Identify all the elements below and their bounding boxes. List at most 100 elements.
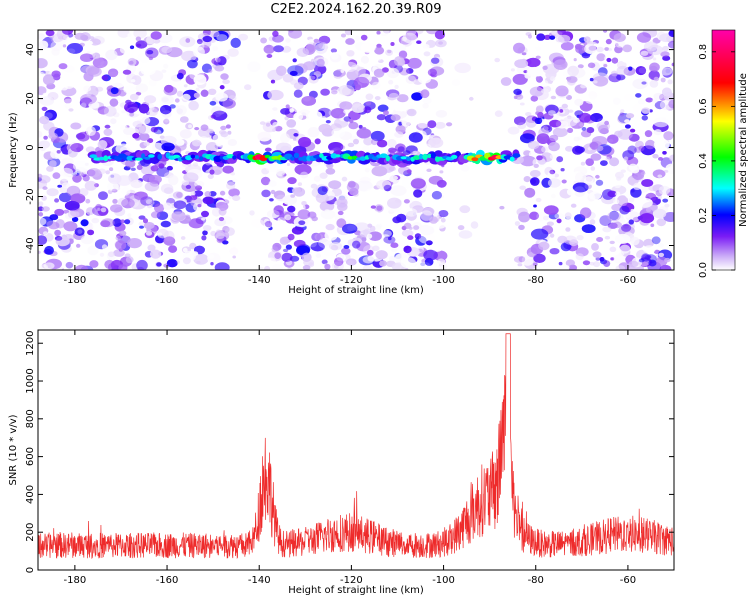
colorbar: 0.0 0.2 0.4 0.6 0.8 Normalized spectral ampl…	[698, 29, 749, 278]
spectrogram-cell	[38, 33, 46, 40]
spectrogram-cell	[637, 60, 643, 65]
x-tick-label: -60	[620, 275, 636, 286]
spectrogram-cell	[529, 211, 540, 220]
spectrogram-cell	[139, 225, 144, 229]
spectrogram-cell	[181, 50, 197, 62]
spectrogram-cell	[513, 95, 518, 100]
spectrogram-cell	[599, 257, 605, 262]
spectrogram-cell	[66, 43, 83, 54]
spectrogram-cell	[626, 156, 639, 166]
spectrogram-cell	[120, 219, 125, 224]
spectrogram-cell	[293, 137, 297, 141]
spectrogram-cell	[38, 177, 42, 182]
spectrogram-cell	[119, 230, 127, 236]
spectrogram-cell	[574, 43, 582, 50]
spectrogram-cell	[176, 90, 183, 97]
spectrogram-cell	[215, 199, 227, 210]
signal-band-core	[141, 153, 146, 160]
spectrogram-cell	[596, 237, 604, 242]
spectrogram-cell	[427, 120, 437, 129]
spectrogram-cell	[607, 134, 619, 144]
spectrogram-cell	[195, 87, 200, 92]
spectrogram-cell	[219, 130, 227, 135]
spectrogram-cell	[652, 57, 657, 61]
spectrogram-cell	[273, 190, 285, 200]
spectrogram-cell	[43, 262, 55, 270]
spectrogram-cell	[189, 242, 197, 250]
spectrogram-cell	[293, 112, 304, 121]
spectrogram-cell	[513, 88, 522, 95]
spectrogram-cell	[272, 122, 280, 127]
spectrogram-cell	[619, 217, 626, 224]
spectrogram-cell	[110, 204, 123, 213]
spectrogram-cell	[387, 49, 392, 54]
spectrogram-cell	[517, 263, 523, 267]
spectrogram-cell	[370, 205, 376, 209]
spectrogram-cell	[519, 185, 526, 190]
spectrogram-cell	[161, 69, 167, 73]
spectrogram-cell	[653, 92, 664, 100]
spectrogram-cell	[215, 92, 228, 102]
spectrogram-cell	[638, 258, 645, 263]
spectrogram-cell	[78, 171, 84, 176]
spectrogram-cell	[549, 119, 562, 128]
spectrogram-cell	[58, 63, 68, 70]
spectrogram-cell	[270, 79, 276, 84]
spectrogram-cell	[578, 112, 592, 123]
spectrogram-cell	[139, 132, 150, 141]
spectrogram-cell	[158, 163, 165, 169]
spectrogram-cell	[431, 190, 442, 200]
spectrogram-cell	[201, 210, 209, 218]
spectrogram-cell	[611, 57, 619, 64]
spectrogram-cell	[631, 167, 640, 174]
spectrogram-cell	[152, 142, 165, 153]
signal-band-core	[427, 153, 432, 158]
spectrogram-cell	[648, 259, 657, 267]
spectrogram-cell	[494, 110, 503, 117]
spectrogram-cell	[559, 109, 564, 113]
spectrogram-cell	[381, 230, 392, 237]
spectrogram-cell	[547, 178, 561, 188]
spectrogram-cell	[596, 46, 604, 53]
spectrogram-cell	[331, 128, 346, 138]
spectrogram-cell	[138, 221, 145, 226]
spectrogram-cell	[414, 233, 422, 240]
spectrogram-cell	[163, 236, 176, 246]
spectrogram-cell	[179, 116, 189, 123]
spectrogram-cell	[645, 97, 654, 103]
spectrogram-cell	[117, 30, 130, 38]
spectrogram-cell	[598, 124, 609, 134]
spectrogram-cell	[267, 89, 284, 101]
spectrogram-cell	[609, 157, 620, 167]
spectrogram-cell	[620, 169, 626, 173]
signal-band-core	[406, 156, 411, 162]
spectrogram-cell	[593, 80, 598, 84]
spectrogram-cell	[538, 241, 550, 251]
spectrogram-cell	[338, 85, 355, 96]
spectrogram-cell	[138, 103, 150, 114]
spectrogram-cell	[370, 130, 385, 142]
spectrogram-cell	[325, 223, 335, 231]
spectrogram-cell	[128, 60, 134, 65]
y-tick-label: 1200	[25, 331, 36, 356]
signal-band-core	[89, 154, 98, 159]
spectrogram-cell	[229, 247, 239, 255]
spectrogram-cell	[112, 198, 118, 204]
spectrogram-cell	[530, 228, 549, 240]
spectrogram-cell	[97, 140, 108, 149]
spectrogram-cell	[250, 219, 265, 228]
spectrogram-cell	[383, 184, 392, 192]
spectrogram-cell	[288, 98, 297, 104]
colorbar-ticks: 0.0 0.2 0.4 0.6 0.8	[698, 44, 735, 278]
spectrogram-cell	[220, 125, 227, 131]
spectrogram-cell	[70, 143, 84, 152]
spectrogram-cell	[105, 49, 118, 61]
spectrogram-cell	[639, 213, 655, 224]
spectrogram-cell	[355, 35, 360, 41]
signal-band-core	[226, 154, 235, 159]
spectrogram-cell	[519, 102, 525, 106]
spectrogram-cell	[562, 264, 570, 270]
spectrogram-cell	[365, 101, 372, 106]
spectrogram-cell	[658, 243, 664, 248]
spectrogram-cell	[273, 45, 284, 53]
